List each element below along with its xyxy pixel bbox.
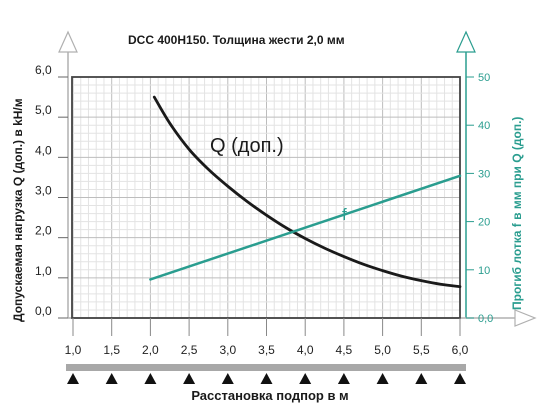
support-triangle-icon	[221, 373, 234, 384]
support-triangle-icon	[454, 373, 466, 384]
y-left-tick-label: 4,0	[35, 143, 52, 157]
y-axis-left-label: Допускаемая нагрузка Q (доп.) в kH/м	[11, 98, 25, 322]
y-right-tick-label: 10	[478, 265, 490, 277]
x-tick-label: 3,5	[258, 343, 275, 357]
bottom-axis-arrow-icon	[514, 309, 537, 327]
series-label-q: Q (доп.)	[210, 135, 284, 157]
x-tick-label: 2,5	[181, 343, 198, 357]
x-tick-label: 3,0	[219, 343, 236, 357]
support-markers	[67, 373, 466, 384]
x-tick-label: 1,0	[65, 343, 82, 357]
support-triangle-icon	[415, 373, 428, 384]
support-triangle-icon	[337, 373, 350, 384]
x-tick-label: 5,0	[374, 343, 391, 357]
series	[149, 95, 462, 289]
series-label-f: f	[342, 205, 347, 224]
y-right-tick-label: 50	[478, 72, 490, 84]
y-axis-right-label: Прогиб лотка f в мм при Q (доп.)	[510, 117, 524, 310]
x-tick-label: 4,5	[336, 343, 353, 357]
support-triangle-icon	[67, 373, 79, 384]
y-left-tick-label: 0,0	[35, 304, 52, 318]
y-left-tick-label: 2,0	[35, 224, 52, 238]
grid	[72, 76, 461, 319]
support-triangle-icon	[144, 373, 157, 384]
support-triangle-icon	[183, 373, 196, 384]
ticks: 0,0 1,0 2,0 3,0 4,0 5,0 6,0 0,0 10 20 30 40 50 1,0 1,5…	[35, 63, 493, 357]
x-axis-label: Расстановка подпор в м	[191, 388, 348, 403]
left-axis-arrow-icon	[58, 30, 78, 53]
series-line-q	[152, 95, 462, 289]
y-left-tick-label: 3,0	[35, 184, 52, 198]
chart-title: DCC 400H150. Толщина жести 2,0 мм	[128, 33, 345, 47]
support-triangle-icon	[105, 373, 118, 384]
x-tick-label: 4,0	[297, 343, 314, 357]
x-tick-label: 1,5	[103, 343, 120, 357]
support-triangle-icon	[376, 373, 389, 384]
x-tick-label: 6,0	[452, 343, 469, 357]
x-tick-label: 5,5	[413, 343, 430, 357]
x-tick-label: 2,0	[142, 343, 159, 357]
support-bar	[66, 364, 466, 371]
series-line-f	[149, 174, 462, 281]
y-left-tick-label: 1,0	[35, 264, 52, 278]
y-left-tick-label: 5,0	[35, 103, 52, 117]
right-axis-arrow-icon	[456, 30, 476, 53]
y-right-tick-label: 30	[478, 168, 490, 180]
y-left-tick-label: 6,0	[35, 63, 52, 77]
y-right-tick-label: 0,0	[478, 313, 493, 325]
support-triangle-icon	[260, 373, 273, 384]
y-right-tick-label: 20	[478, 217, 490, 229]
y-right-tick-label: 40	[478, 120, 490, 132]
support-triangle-icon	[299, 373, 312, 384]
